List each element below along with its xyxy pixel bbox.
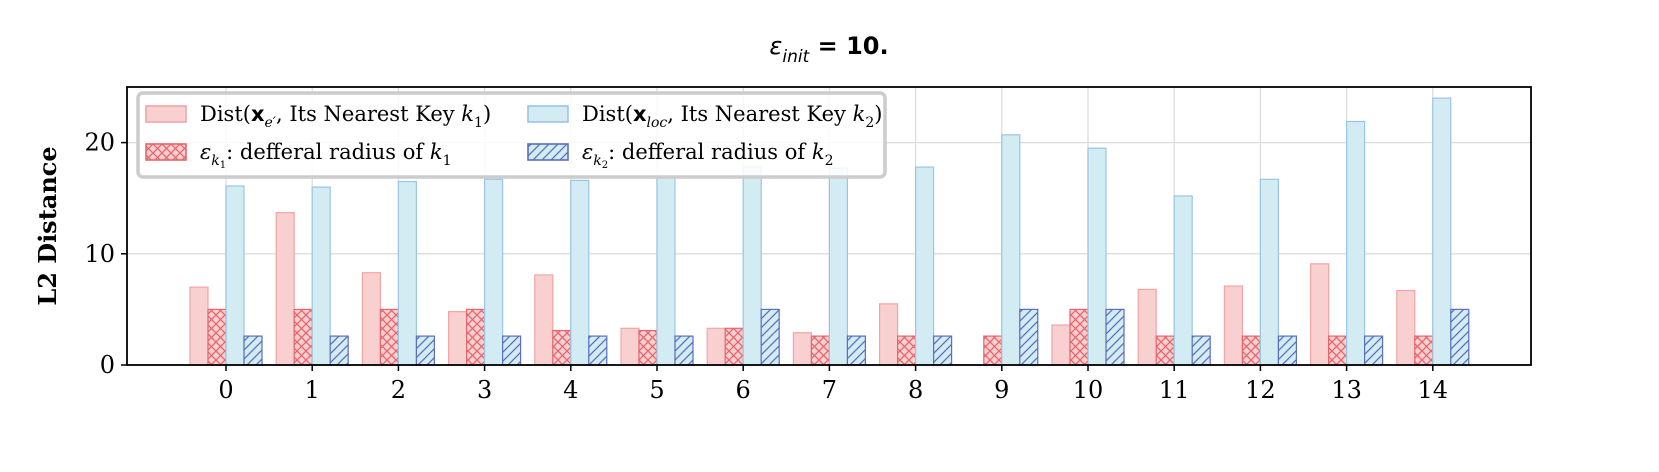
bar-series-1-cat-10	[1051, 324, 1071, 366]
legend: Dist(xe′, Its Nearest Key k1) Dist(xloc, …	[136, 91, 887, 179]
bar-series-2-cat-13	[1327, 335, 1348, 366]
x-tick-label: 2	[391, 376, 406, 404]
bar-series-2-cat-14	[1414, 335, 1434, 366]
bar-series-3-cat-0	[225, 185, 245, 366]
bar-series-3-cat-11	[1173, 195, 1193, 366]
title-rest: = 10.	[809, 32, 888, 60]
legend-swatch	[145, 143, 187, 161]
bar-series-4-cat-11	[1191, 335, 1211, 366]
bar-series-2-cat-12	[1241, 335, 1262, 366]
x-tick-label: 3	[477, 376, 492, 404]
bar-series-2-cat-4	[552, 329, 572, 366]
bar-series-3-cat-5	[656, 176, 676, 366]
bar-series-2-cat-0	[207, 308, 227, 366]
bar-series-4-cat-8	[932, 335, 953, 366]
bar-series-4-cat-0	[243, 335, 263, 366]
bar-series-1-cat-12	[1223, 285, 1244, 366]
y-axis-label: L2 Distance	[33, 146, 62, 305]
bar-series-1-cat-4	[534, 274, 554, 366]
y-tick-label: 0	[100, 351, 115, 379]
bar-series-4-cat-14	[1450, 308, 1470, 366]
x-tick-label: 4	[563, 376, 578, 404]
bar-series-2-cat-5	[638, 329, 658, 366]
bar-series-1-cat-6	[706, 327, 726, 366]
title-subscript: init	[782, 47, 810, 67]
bar-series-1-cat-7	[792, 332, 813, 366]
bar-series-3-cat-6	[742, 166, 762, 366]
bar-series-1-cat-8	[878, 303, 899, 366]
bar-series-1-cat-11	[1137, 288, 1157, 366]
bar-series-1-cat-13	[1309, 263, 1330, 366]
bar-series-3-cat-10	[1087, 147, 1107, 366]
bar-series-2-cat-2	[379, 308, 399, 366]
bar-series-3-cat-13	[1345, 120, 1366, 366]
legend-label: Dist(xe′, Its Nearest Key k1)	[200, 102, 491, 131]
bar-series-4-cat-5	[674, 335, 694, 366]
x-tick-label: 5	[649, 376, 664, 404]
bar-series-1-cat-0	[189, 286, 209, 366]
bar-series-4-cat-9	[1019, 308, 1039, 366]
bar-series-2-cat-10	[1069, 308, 1089, 366]
bar-series-2-cat-9	[983, 335, 1003, 366]
bar-series-1-cat-1	[275, 212, 295, 366]
x-tick-label: 6	[736, 376, 751, 404]
legend-swatch	[527, 105, 569, 123]
bar-series-2-cat-3	[466, 308, 486, 366]
x-tick-label: 1	[305, 376, 320, 404]
title-epsilon: ε	[769, 32, 782, 60]
x-tick-label: 0	[218, 376, 233, 404]
chart-title: εinit = 10.	[769, 32, 888, 67]
bar-series-4-cat-7	[846, 335, 867, 366]
bar-series-3-cat-8	[914, 166, 935, 366]
y-tick-label: 10	[84, 240, 115, 268]
bar-series-3-cat-3	[484, 178, 504, 366]
bar-series-3-cat-4	[570, 179, 590, 366]
legend-label: εk2: defferal radius of k2	[582, 140, 834, 171]
bar-series-2-cat-1	[293, 308, 313, 366]
x-tick-label: 11	[1159, 376, 1190, 404]
bar-series-1-cat-3	[448, 311, 468, 366]
bar-series-4-cat-13	[1363, 335, 1384, 366]
legend-label: Dist(xloc, Its Nearest Key k2)	[582, 102, 882, 131]
y-tick-label: 20	[84, 129, 115, 157]
x-tick-label: 12	[1245, 376, 1276, 404]
x-tick-label: 8	[908, 376, 923, 404]
bar-series-2-cat-6	[724, 327, 744, 366]
legend-box	[136, 91, 887, 179]
bar-series-3-cat-9	[1001, 134, 1021, 366]
x-tick-label: 7	[822, 376, 837, 404]
bar-series-4-cat-10	[1105, 308, 1125, 366]
x-tick-label: 13	[1331, 376, 1362, 404]
bar-series-3-cat-7	[828, 167, 849, 366]
x-tick-label: 14	[1418, 376, 1449, 404]
x-tick-label: 9	[994, 376, 1009, 404]
bar-series-4-cat-4	[588, 335, 608, 366]
bar-series-3-cat-2	[397, 180, 417, 366]
bar-series-2-cat-8	[896, 335, 917, 366]
bar-series-3-cat-14	[1432, 97, 1452, 366]
bar-series-4-cat-12	[1277, 335, 1298, 366]
legend-swatch	[527, 143, 569, 161]
bar-series-1-cat-5	[620, 327, 640, 366]
legend-swatch	[145, 105, 187, 123]
bar-series-4-cat-2	[415, 335, 435, 366]
x-tick-label: 10	[1073, 376, 1104, 404]
bar-series-3-cat-1	[311, 186, 331, 366]
bar-series-3-cat-12	[1259, 178, 1280, 366]
bar-series-1-cat-2	[361, 272, 381, 366]
bar-series-1-cat-14	[1396, 289, 1416, 366]
legend-label: εk1: defferal radius of k1	[200, 140, 452, 171]
bar-series-4-cat-6	[760, 308, 780, 366]
bar-series-2-cat-11	[1155, 335, 1175, 366]
bar-series-4-cat-3	[502, 335, 522, 366]
bar-series-2-cat-7	[810, 335, 831, 366]
bar-series-4-cat-1	[329, 335, 349, 366]
